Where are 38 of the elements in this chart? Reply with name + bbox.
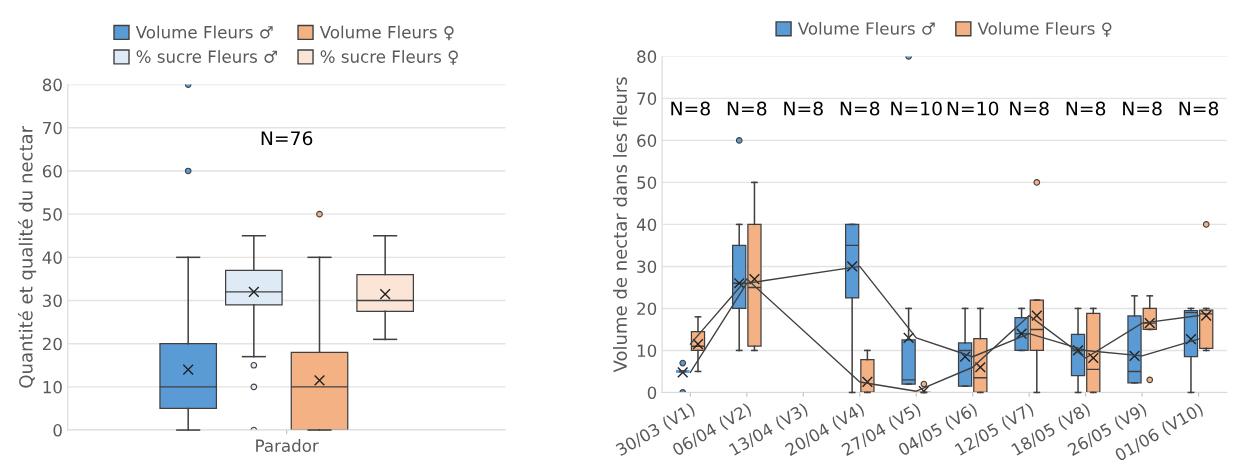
annotation: N=8 xyxy=(1179,101,1219,116)
annotation: N=8 xyxy=(840,101,880,116)
y-axis-title: Volume de nectar dans les fleurs xyxy=(613,77,627,373)
y-tick-label: 70 xyxy=(43,121,62,135)
annotation: N=76 xyxy=(261,131,313,146)
y-axis-title: Quantité et qualité du nectar xyxy=(17,125,37,388)
y-tick-label: 60 xyxy=(42,164,62,178)
annotation: N=8 xyxy=(1066,101,1106,116)
legend-label: Volume Fleurs ♂ xyxy=(797,21,935,35)
y-tick-label: 70 xyxy=(637,92,657,105)
y-tick-label: 40 xyxy=(636,218,657,231)
y-tick-label: 10 xyxy=(43,380,62,394)
x-tick-label: Parador xyxy=(256,439,319,452)
y-tick-label: 10 xyxy=(637,344,657,358)
legend-label: % sucre Fleurs ♂ xyxy=(136,50,277,63)
annotation: N=8 xyxy=(1010,101,1049,116)
legend-label: Volume Fleurs ♀ xyxy=(319,25,454,41)
legend-label: % sucre Fleurs ♀ xyxy=(320,50,458,65)
y-tick-label: 80 xyxy=(42,78,62,92)
y-tick-label: 30 xyxy=(637,260,657,273)
annotation: N=8 xyxy=(784,101,823,116)
annotation: N=8 xyxy=(1123,101,1162,116)
annotation: N=10 xyxy=(891,101,942,116)
legend-label: Volume Fleurs ♂ xyxy=(135,25,273,39)
y-tick-label: 50 xyxy=(637,176,657,189)
annotation: N=8 xyxy=(671,101,710,116)
y-tick-label: 60 xyxy=(637,134,657,147)
y-tick-label: 20 xyxy=(42,337,62,351)
y-tick-label: 20 xyxy=(637,302,657,316)
y-tick-label: 0 xyxy=(53,424,62,437)
annotation: N=10 xyxy=(947,101,999,116)
y-tick-label: 80 xyxy=(637,50,657,63)
y-tick-label: 40 xyxy=(42,251,62,264)
y-tick-label: 0 xyxy=(647,386,657,400)
annotation: N=8 xyxy=(727,101,767,116)
y-tick-label: 50 xyxy=(43,208,62,221)
y-tick-label: 30 xyxy=(43,294,62,308)
legend-label: Volume Fleurs ♀ xyxy=(977,21,1112,37)
